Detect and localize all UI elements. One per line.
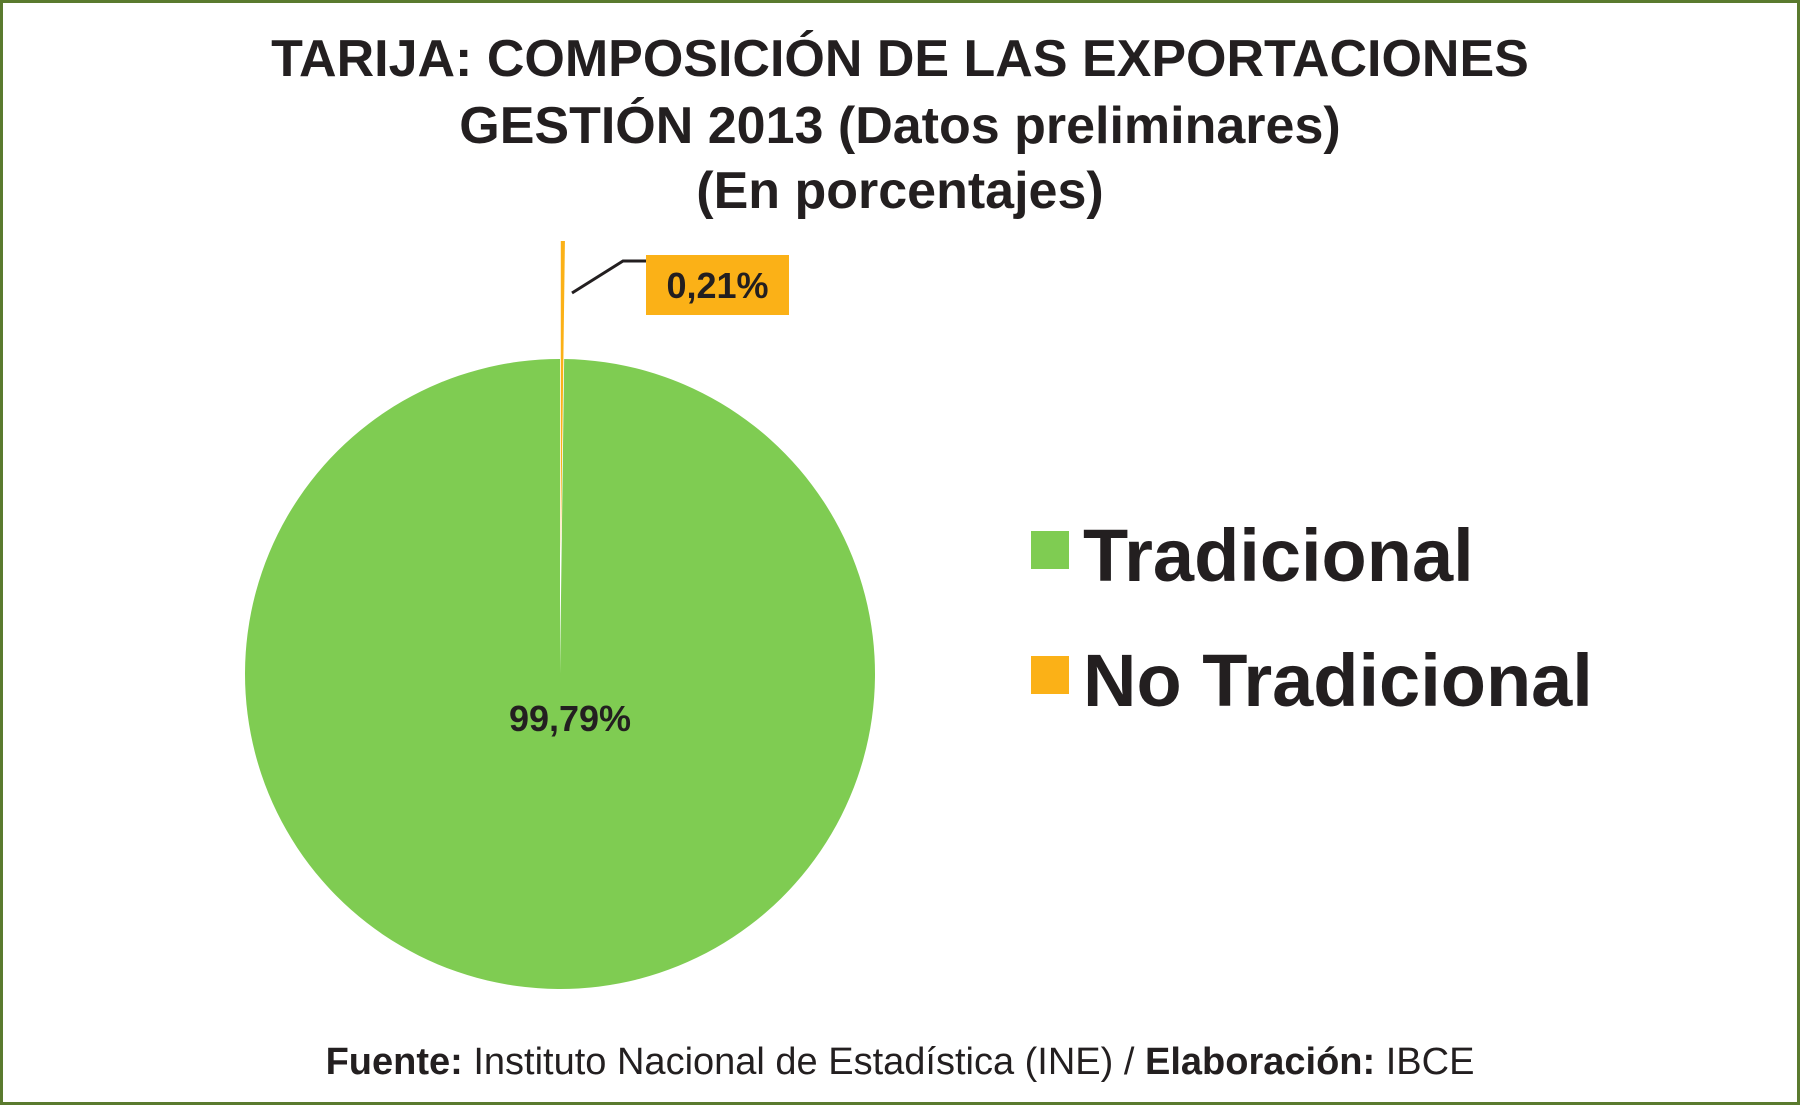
chart-title-line-2: GESTIÓN 2013 (Datos preliminares): [459, 97, 1341, 155]
data-label-no-tradicional: 0,21%: [666, 265, 768, 306]
leader-line-no-tradicional: [571, 259, 646, 295]
legend: Tradicional No Tradicional: [1031, 514, 1593, 722]
pie-slice-no-tradicional: [560, 241, 565, 557]
source-fuente-text: Instituto Nacional de Estadística (INE) …: [473, 1041, 1135, 1083]
source-fuente-label: Fuente:: [325, 1041, 463, 1083]
chart-title-line-3: (En porcentajes): [696, 162, 1104, 220]
legend-swatch-no-tradicional: [1031, 656, 1069, 694]
chart-title-line-1: TARIJA: COMPOSICIÓN DE LAS EXPORTACIONES: [271, 30, 1529, 88]
pie-slice-tradicional: [245, 359, 876, 990]
source-elaboracion-label: Elaboración:: [1145, 1041, 1376, 1083]
data-label-tradicional: 99,79%: [509, 698, 631, 739]
legend-swatch-tradicional: [1031, 531, 1069, 569]
pie-chart: 99,79% 0,21% Tradicional No Tradicional: [245, 241, 1593, 990]
pie-slices: [245, 241, 876, 990]
legend-label-no-tradicional: No Tradicional: [1083, 639, 1593, 722]
legend-label-tradicional: Tradicional: [1083, 514, 1474, 597]
source-elaboracion-text: IBCE: [1385, 1041, 1475, 1083]
source-note: Fuente: Instituto Nacional de Estadístic…: [3, 1043, 1797, 1081]
pie-data-labels: 99,79% 0,21%: [509, 255, 789, 739]
data-label-box-no-tradicional: [646, 255, 789, 315]
